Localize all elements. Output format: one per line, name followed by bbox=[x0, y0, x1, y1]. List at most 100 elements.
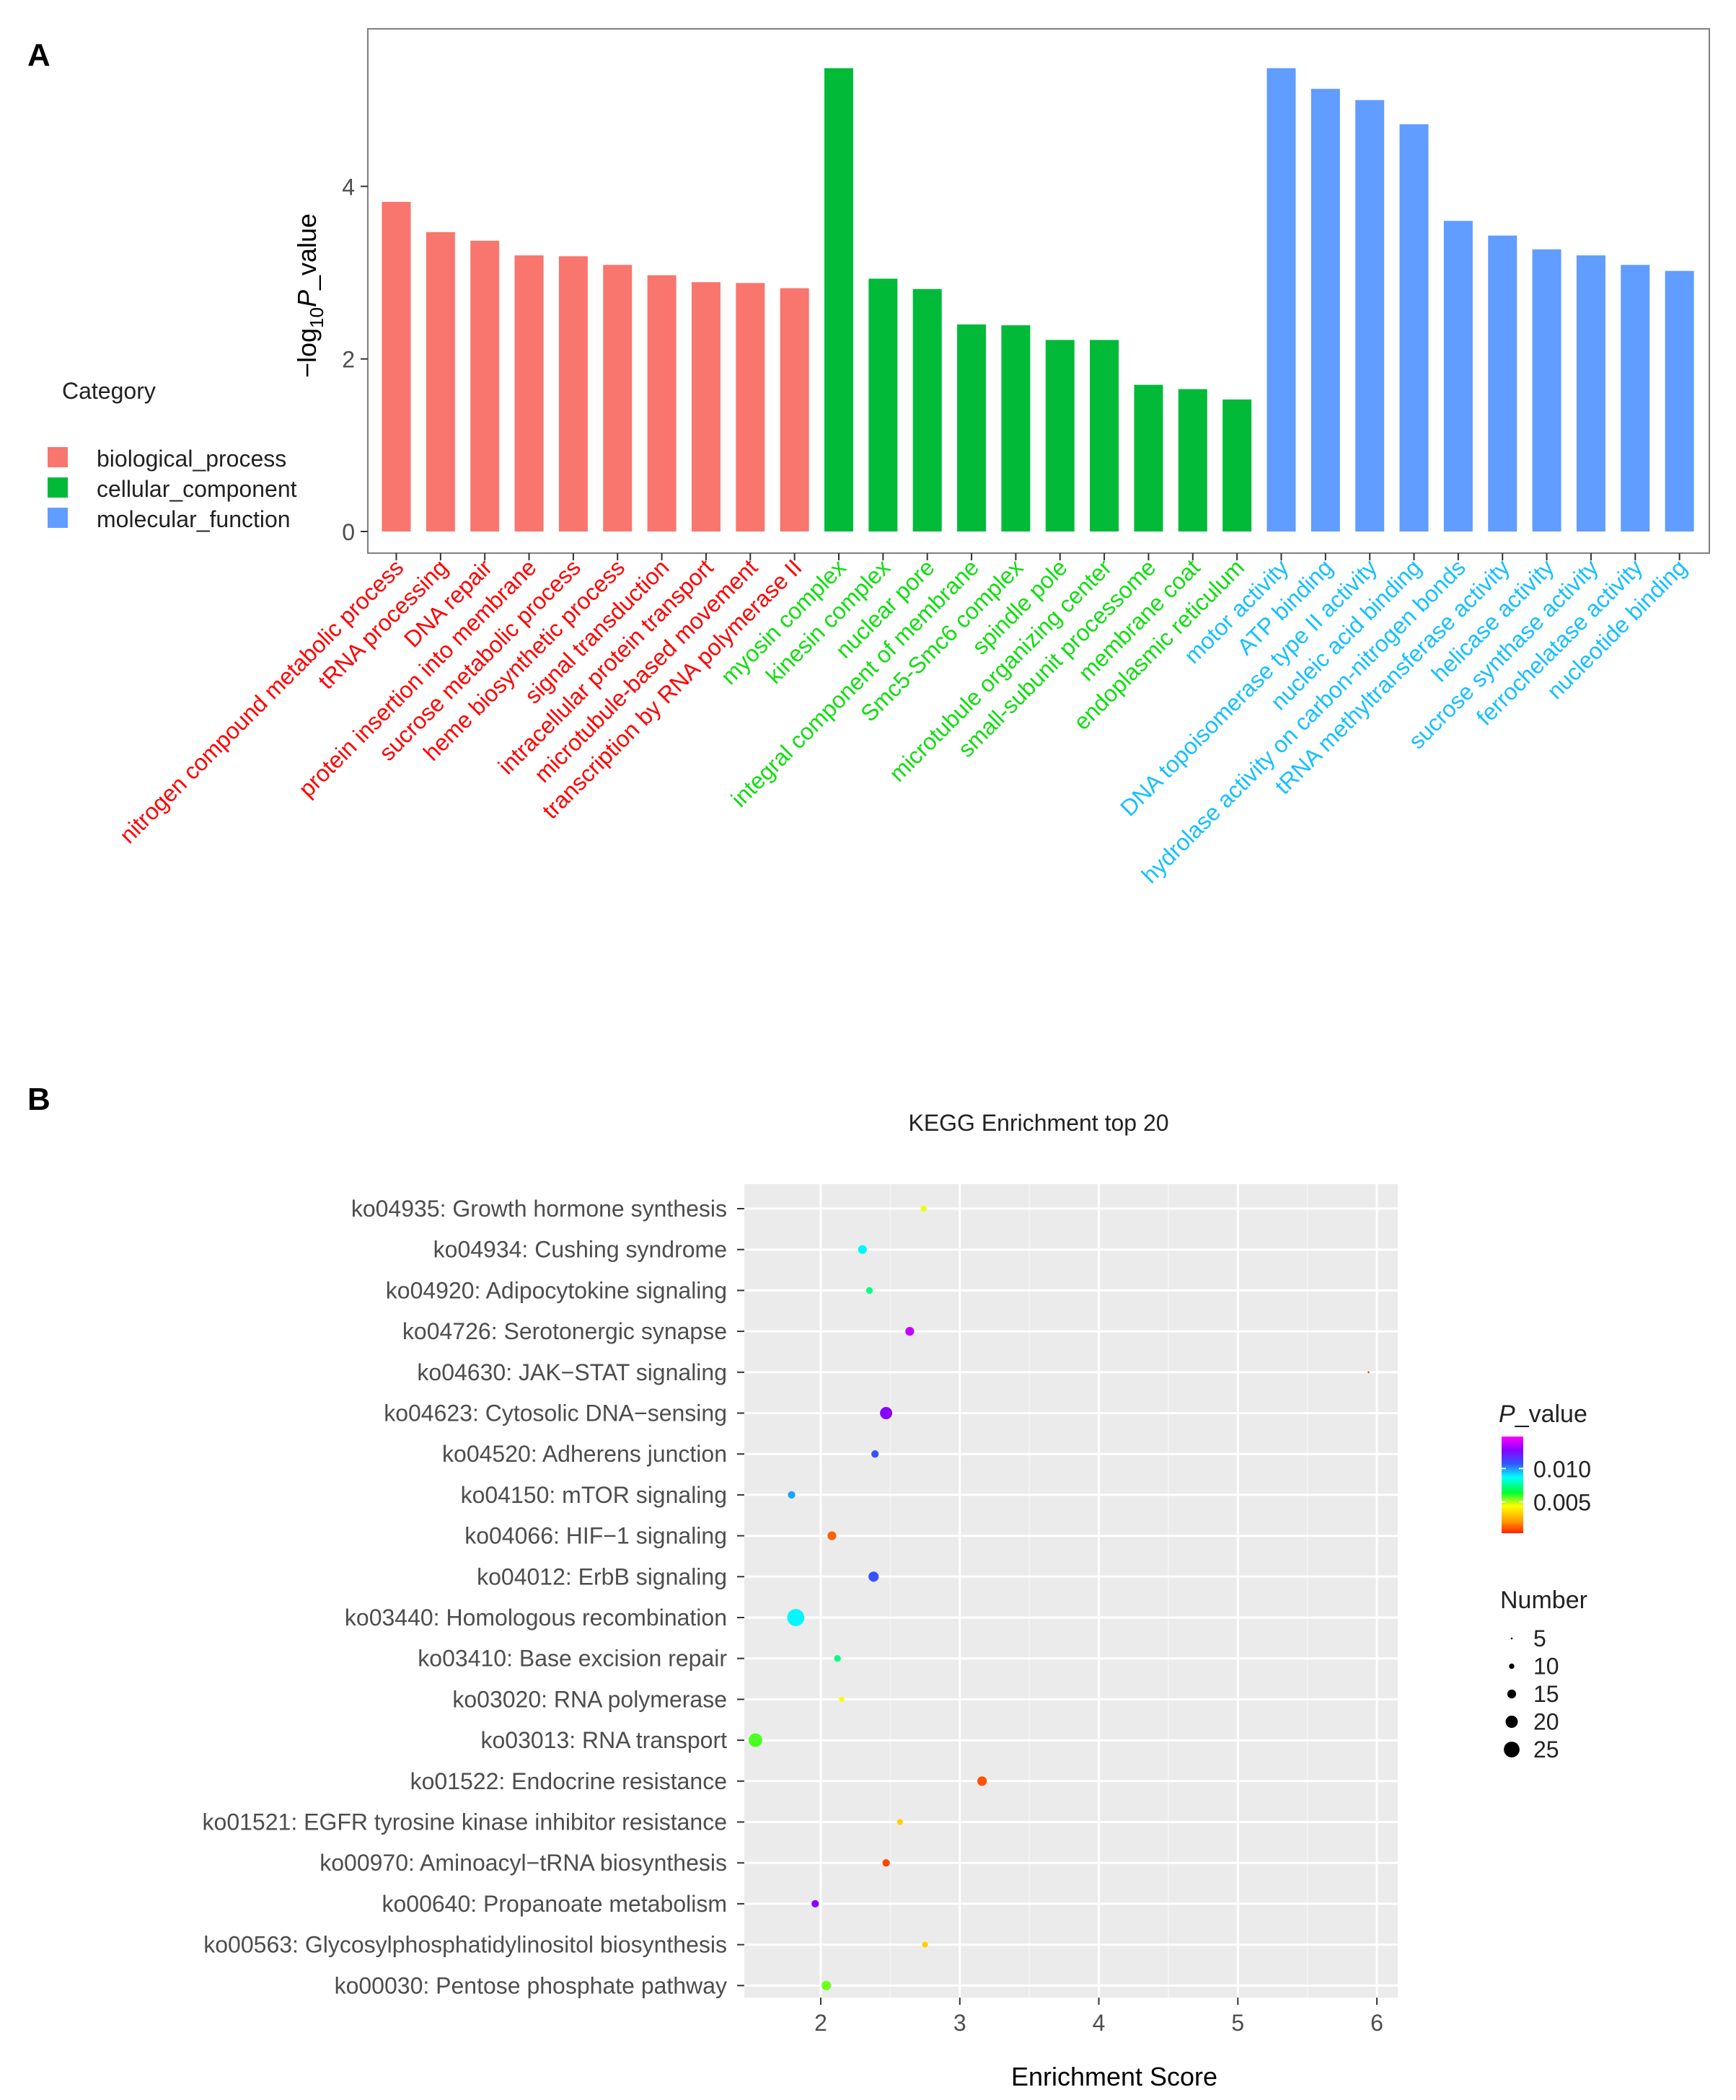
bar bbox=[558, 256, 588, 531]
data-point bbox=[1367, 1371, 1370, 1374]
data-point bbox=[865, 1287, 873, 1294]
y-tick-label: ko01522: Endocrine resistance bbox=[410, 1768, 727, 1794]
y-tick-label: 2 bbox=[342, 347, 355, 373]
x-tick-label: 6 bbox=[1370, 2010, 1383, 2036]
size-legend-title: Number bbox=[1500, 1587, 1587, 1614]
size-legend-dot bbox=[1504, 1742, 1520, 1757]
data-point bbox=[880, 1407, 893, 1419]
data-point bbox=[871, 1450, 879, 1458]
y-tick-label: ko04920: Adipocytokine signaling bbox=[386, 1277, 727, 1303]
bar bbox=[1399, 124, 1429, 532]
y-axis-title-italic: P bbox=[292, 290, 322, 307]
y-tick-label: ko03410: Base excision repair bbox=[418, 1646, 727, 1672]
data-point bbox=[905, 1327, 915, 1336]
bar bbox=[824, 68, 853, 531]
plot-frame bbox=[367, 28, 1710, 554]
legend-entry-label: molecular_function bbox=[97, 506, 291, 532]
bar bbox=[1665, 270, 1694, 531]
bar bbox=[382, 201, 411, 531]
bar bbox=[868, 278, 898, 531]
y-tick-label: ko04935: Growth hormone synthesis bbox=[351, 1196, 727, 1222]
y-axis-title: −log10P_value bbox=[292, 213, 327, 378]
data-point bbox=[920, 1205, 927, 1212]
y-tick-label: ko00030: Pentose phosphate pathway bbox=[335, 1972, 727, 1998]
y-tick-label: ko04012: ErbB signaling bbox=[477, 1563, 727, 1589]
legend-swatch bbox=[48, 477, 68, 498]
chart-title: KEGG Enrichment top 20 bbox=[908, 1110, 1168, 1136]
bar bbox=[691, 282, 721, 531]
bar bbox=[647, 275, 677, 531]
data-point bbox=[839, 1696, 845, 1703]
bar bbox=[736, 283, 765, 531]
y-tick-label: ko00640: Propanoate metabolism bbox=[382, 1891, 727, 1917]
bar bbox=[1576, 255, 1605, 531]
legend-entry-label: biological_process bbox=[97, 446, 286, 472]
y-tick-label: ko00563: Glycosylphosphatidylinositol bi… bbox=[203, 1932, 727, 1958]
bar bbox=[1310, 89, 1340, 532]
data-point bbox=[882, 1859, 890, 1867]
bar bbox=[470, 240, 500, 531]
size-legend-label: 25 bbox=[1533, 1737, 1559, 1762]
y-tick-label: ko00970: Aminoacyl−tRNA biosynthesis bbox=[320, 1850, 727, 1876]
color-legend-title-suffix: _value bbox=[1515, 1400, 1587, 1428]
bar bbox=[1178, 389, 1207, 531]
bar bbox=[1443, 221, 1473, 531]
bar bbox=[514, 255, 544, 531]
data-point bbox=[811, 1900, 819, 1908]
bar bbox=[1090, 340, 1119, 531]
data-point bbox=[788, 1491, 796, 1499]
data-point bbox=[787, 1609, 805, 1626]
y-tick-label: ko03440: Homologous recombination bbox=[345, 1605, 727, 1631]
size-legend-label: 5 bbox=[1533, 1625, 1546, 1651]
y-tick-label: ko04623: Cytosolic DNA−sensing bbox=[384, 1400, 727, 1426]
size-legend-dot bbox=[1510, 1637, 1513, 1640]
data-point bbox=[834, 1655, 841, 1662]
kegg-scatter-chart: KEGG Enrichment top 20 ko04935: Growth h… bbox=[203, 1110, 1592, 2091]
y-tick-label: ko01521: EGFR tyrosine kinase inhibitor … bbox=[203, 1809, 727, 1835]
bar bbox=[1222, 399, 1252, 531]
bar bbox=[603, 265, 633, 531]
data-point bbox=[896, 1819, 904, 1825]
legend-title: Category bbox=[62, 378, 156, 404]
y-tick-label: 4 bbox=[342, 174, 355, 200]
bar bbox=[957, 324, 987, 531]
bar bbox=[1355, 100, 1385, 532]
plot-panel bbox=[744, 1184, 1398, 1998]
y-tick-label: ko04520: Adherens junction bbox=[442, 1441, 727, 1467]
bar bbox=[1001, 325, 1031, 531]
legend-entry-label: cellular_component bbox=[97, 476, 297, 502]
data-point bbox=[827, 1531, 837, 1540]
y-tick-label: ko04150: mTOR signaling bbox=[461, 1482, 727, 1508]
bar bbox=[1621, 265, 1650, 531]
size-legend-dot bbox=[1507, 1689, 1517, 1699]
y-axis-title-suffix: _value bbox=[292, 213, 322, 291]
bar bbox=[1532, 249, 1561, 531]
legend-swatch bbox=[48, 508, 68, 528]
x-axis-title: Enrichment Score bbox=[1011, 2062, 1217, 2091]
color-legend-title: P_value bbox=[1499, 1400, 1587, 1428]
color-tick-label: 0.010 bbox=[1533, 1456, 1591, 1482]
x-tick-label: 5 bbox=[1231, 2010, 1244, 2036]
color-legend: P_value 0.010 0.005 bbox=[1499, 1400, 1591, 1533]
size-legend-label: 15 bbox=[1533, 1681, 1559, 1707]
color-tick-label: 0.005 bbox=[1533, 1490, 1591, 1516]
y-tick-label: 0 bbox=[342, 519, 355, 545]
data-point bbox=[977, 1776, 987, 1786]
panel-label-b: B bbox=[27, 1082, 50, 1117]
y-tick-label: ko03013: RNA transport bbox=[480, 1727, 727, 1753]
y-axis-title-sub: 10 bbox=[306, 307, 327, 328]
y-tick-label: ko04066: HIF−1 signaling bbox=[464, 1523, 727, 1549]
size-legend-label: 20 bbox=[1533, 1709, 1559, 1735]
y-axis-title-prefix: −log bbox=[292, 328, 322, 378]
x-tick-label: 3 bbox=[953, 2010, 966, 2036]
y-tick-label: ko03020: RNA polymerase bbox=[452, 1686, 727, 1712]
panel-label-a: A bbox=[27, 38, 50, 73]
data-point bbox=[868, 1571, 879, 1582]
data-point bbox=[922, 1941, 928, 1948]
legend: Category biological_process cellular_comp… bbox=[48, 378, 297, 532]
data-point bbox=[821, 1980, 832, 1990]
bar bbox=[1134, 384, 1163, 531]
bar bbox=[912, 288, 942, 531]
y-tick-label: ko04934: Cushing syndrome bbox=[433, 1237, 727, 1263]
